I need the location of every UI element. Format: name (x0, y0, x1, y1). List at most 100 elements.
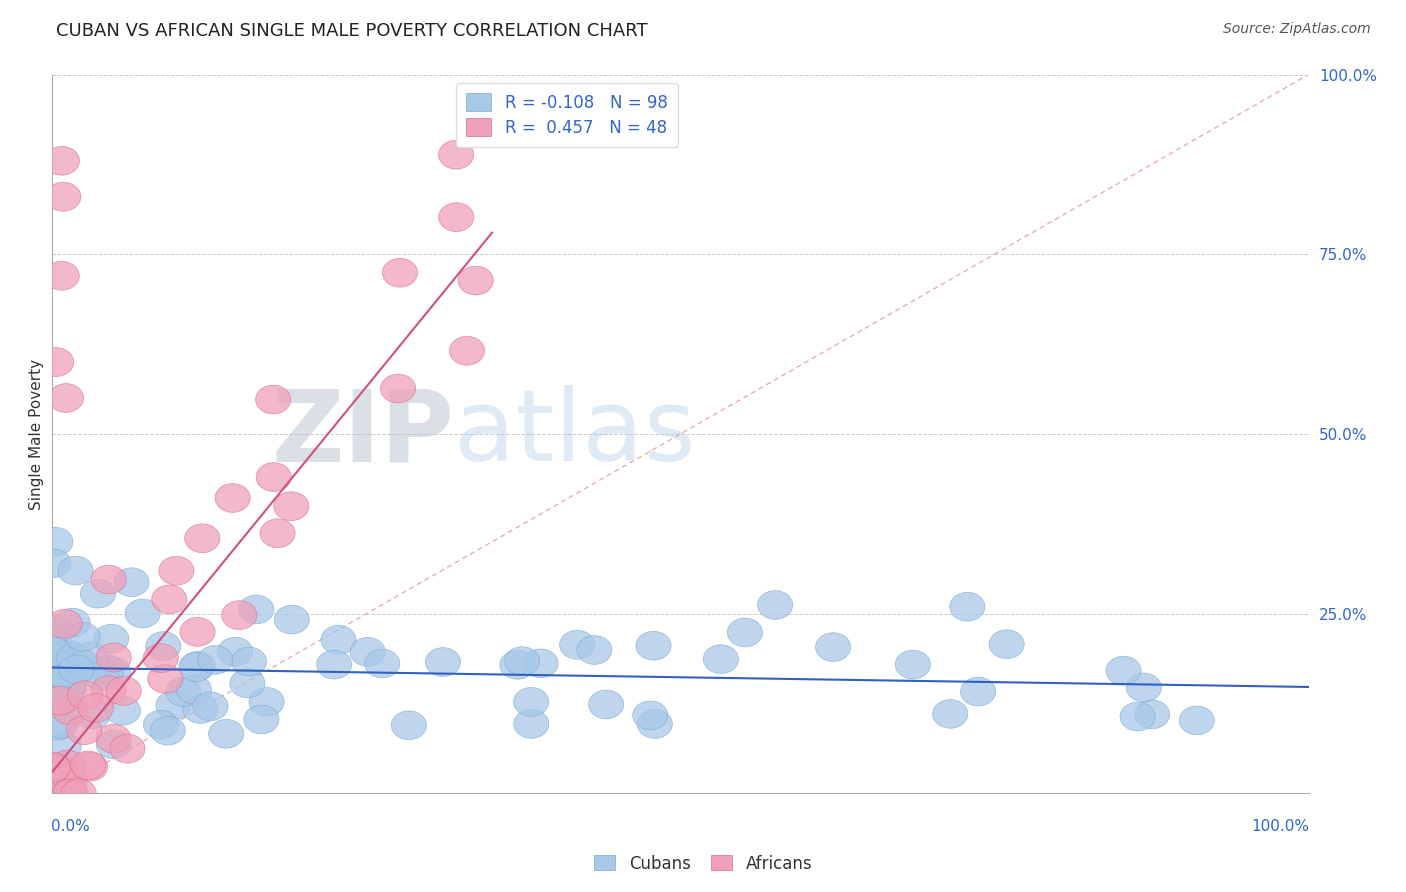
Ellipse shape (35, 752, 70, 780)
Ellipse shape (41, 779, 76, 807)
Ellipse shape (35, 754, 70, 782)
Ellipse shape (38, 779, 73, 808)
Legend: R = -0.108   N = 98, R =  0.457   N = 48: R = -0.108 N = 98, R = 0.457 N = 48 (457, 83, 678, 147)
Ellipse shape (166, 678, 201, 706)
Ellipse shape (439, 140, 474, 169)
Ellipse shape (215, 483, 250, 512)
Ellipse shape (176, 675, 211, 704)
Ellipse shape (53, 640, 89, 669)
Ellipse shape (321, 625, 356, 654)
Ellipse shape (70, 751, 105, 780)
Ellipse shape (38, 649, 73, 678)
Ellipse shape (46, 685, 82, 714)
Ellipse shape (260, 519, 295, 548)
Ellipse shape (38, 348, 73, 376)
Ellipse shape (513, 688, 548, 716)
Ellipse shape (46, 660, 82, 689)
Ellipse shape (73, 752, 108, 781)
Ellipse shape (179, 653, 214, 681)
Ellipse shape (249, 688, 284, 716)
Ellipse shape (46, 641, 82, 671)
Ellipse shape (114, 568, 149, 597)
Ellipse shape (1107, 657, 1142, 685)
Ellipse shape (949, 592, 986, 621)
Text: Source: ZipAtlas.com: Source: ZipAtlas.com (1223, 22, 1371, 37)
Ellipse shape (229, 669, 264, 698)
Ellipse shape (450, 336, 485, 365)
Ellipse shape (52, 697, 87, 725)
Ellipse shape (896, 650, 931, 679)
Ellipse shape (208, 720, 243, 748)
Ellipse shape (439, 202, 474, 232)
Ellipse shape (84, 662, 120, 690)
Ellipse shape (96, 724, 131, 753)
Ellipse shape (38, 615, 73, 644)
Ellipse shape (156, 691, 191, 720)
Ellipse shape (350, 638, 385, 666)
Text: atlas: atlas (454, 385, 696, 483)
Ellipse shape (45, 182, 82, 211)
Text: CUBAN VS AFRICAN SINGLE MALE POVERTY CORRELATION CHART: CUBAN VS AFRICAN SINGLE MALE POVERTY COR… (56, 22, 648, 40)
Ellipse shape (988, 630, 1024, 658)
Ellipse shape (183, 695, 218, 723)
Ellipse shape (38, 667, 73, 696)
Ellipse shape (637, 710, 672, 739)
Ellipse shape (727, 618, 762, 647)
Ellipse shape (256, 385, 291, 414)
Ellipse shape (38, 643, 73, 672)
Ellipse shape (932, 699, 967, 728)
Ellipse shape (96, 657, 131, 686)
Ellipse shape (1180, 706, 1215, 735)
Ellipse shape (143, 644, 179, 673)
Ellipse shape (73, 642, 108, 671)
Ellipse shape (105, 697, 141, 725)
Ellipse shape (59, 655, 94, 683)
Ellipse shape (150, 716, 186, 745)
Ellipse shape (35, 637, 70, 666)
Ellipse shape (364, 649, 399, 678)
Ellipse shape (94, 624, 129, 653)
Ellipse shape (815, 632, 851, 662)
Ellipse shape (42, 686, 77, 715)
Ellipse shape (46, 757, 82, 786)
Ellipse shape (159, 557, 194, 585)
Text: 100.0%: 100.0% (1251, 819, 1310, 833)
Ellipse shape (513, 709, 548, 739)
Ellipse shape (52, 764, 87, 793)
Ellipse shape (41, 681, 76, 710)
Ellipse shape (44, 709, 79, 738)
Ellipse shape (67, 681, 103, 709)
Ellipse shape (51, 674, 86, 703)
Ellipse shape (458, 266, 494, 295)
Ellipse shape (52, 779, 87, 808)
Ellipse shape (523, 649, 558, 678)
Ellipse shape (1121, 702, 1156, 731)
Ellipse shape (76, 700, 111, 729)
Ellipse shape (703, 645, 738, 673)
Ellipse shape (505, 647, 540, 675)
Ellipse shape (91, 566, 127, 594)
Ellipse shape (41, 653, 76, 681)
Ellipse shape (35, 617, 70, 646)
Ellipse shape (243, 705, 278, 734)
Ellipse shape (79, 694, 114, 723)
Ellipse shape (38, 662, 73, 690)
Ellipse shape (184, 524, 219, 553)
Ellipse shape (96, 643, 131, 672)
Ellipse shape (274, 491, 309, 521)
Ellipse shape (1126, 673, 1161, 702)
Text: ZIP: ZIP (271, 385, 454, 483)
Ellipse shape (426, 648, 461, 676)
Ellipse shape (49, 670, 84, 698)
Ellipse shape (232, 648, 267, 676)
Ellipse shape (218, 637, 253, 666)
Ellipse shape (38, 527, 73, 556)
Ellipse shape (576, 636, 612, 665)
Ellipse shape (636, 632, 671, 660)
Text: 0.0%: 0.0% (51, 819, 90, 833)
Ellipse shape (960, 677, 995, 706)
Ellipse shape (45, 666, 80, 695)
Ellipse shape (51, 674, 86, 703)
Ellipse shape (560, 631, 595, 659)
Ellipse shape (758, 591, 793, 619)
